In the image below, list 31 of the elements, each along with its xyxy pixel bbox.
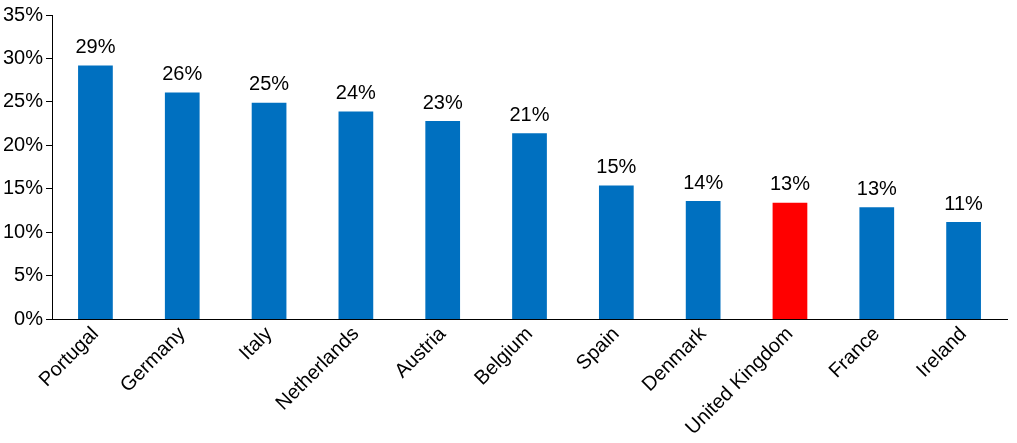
data-label: 26%: [162, 61, 203, 84]
data-label: 13%: [769, 172, 811, 195]
y-tick-label: 15%: [3, 176, 44, 199]
bar: [78, 65, 113, 319]
data-label: 13%: [856, 176, 898, 199]
bar: [946, 222, 981, 319]
data-label: 29%: [75, 34, 116, 57]
bar: [859, 207, 895, 319]
bar: [164, 92, 200, 319]
y-tick-label: 10%: [3, 219, 44, 242]
y-tick-label: 20%: [3, 132, 44, 155]
x-tick-label: Italy: [234, 322, 276, 364]
data-label: 21%: [509, 102, 550, 125]
data-label: 15%: [596, 154, 637, 177]
y-tick-label: 0%: [14, 306, 44, 329]
data-label: 11%: [944, 191, 984, 214]
bar: [251, 102, 287, 319]
data-label: 24%: [335, 81, 377, 104]
bar: [685, 201, 721, 319]
y-tick-label: 30%: [3, 46, 44, 68]
bar: [425, 121, 461, 319]
y-tick-label: 35%: [3, 2, 44, 25]
bar: [512, 133, 547, 319]
data-label: 14%: [683, 170, 724, 193]
bar: [338, 111, 374, 319]
y-tick-label: 25%: [3, 89, 44, 112]
y-tick-label: 5%: [14, 263, 44, 286]
data-label: 23%: [422, 90, 463, 113]
data-label: 25%: [249, 72, 290, 95]
bar: [598, 185, 634, 319]
bar: [772, 202, 808, 319]
